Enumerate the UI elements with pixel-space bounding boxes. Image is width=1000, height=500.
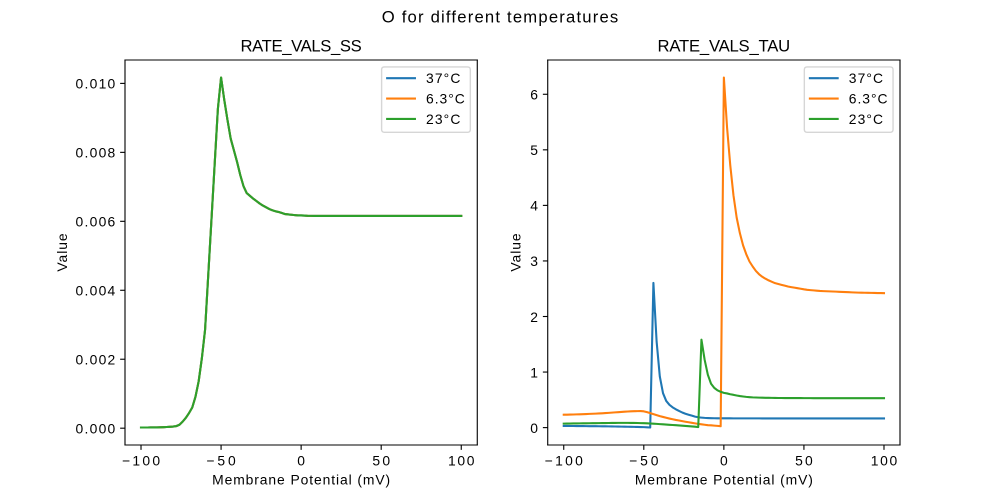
svg-text:Membrane Potential (mV): Membrane Potential (mV)	[635, 471, 813, 487]
svg-text:O for different temperatures: O for different temperatures	[382, 8, 619, 27]
svg-text:100: 100	[448, 452, 475, 468]
svg-text:1: 1	[530, 364, 538, 380]
svg-text:23°C: 23°C	[849, 111, 883, 127]
svg-text:RATE_VALS_SS: RATE_VALS_SS	[241, 37, 362, 56]
svg-text:50: 50	[372, 452, 390, 468]
svg-text:23°C: 23°C	[426, 111, 460, 127]
svg-text:6.3°C: 6.3°C	[426, 90, 465, 106]
svg-text:Value: Value	[54, 233, 70, 271]
svg-text:RATE_VALS_TAU: RATE_VALS_TAU	[658, 37, 791, 56]
svg-text:0.010: 0.010	[76, 76, 116, 92]
svg-text:5: 5	[530, 142, 538, 158]
svg-text:2: 2	[530, 309, 538, 325]
svg-text:0.004: 0.004	[76, 283, 116, 299]
svg-text:0: 0	[720, 452, 728, 468]
svg-text:37°C: 37°C	[426, 70, 460, 86]
svg-text:6.3°C: 6.3°C	[849, 90, 888, 106]
svg-text:Membrane Potential (mV): Membrane Potential (mV)	[212, 471, 390, 487]
svg-text:0.006: 0.006	[76, 214, 116, 230]
svg-text:Value: Value	[508, 233, 524, 271]
svg-text:0.000: 0.000	[76, 420, 116, 436]
svg-text:6: 6	[530, 87, 538, 103]
svg-text:−50: −50	[206, 452, 236, 468]
svg-text:0.008: 0.008	[76, 145, 116, 161]
svg-text:50: 50	[795, 452, 813, 468]
svg-text:0: 0	[530, 420, 538, 436]
svg-text:0: 0	[297, 452, 305, 468]
svg-text:−50: −50	[629, 452, 659, 468]
svg-text:37°C: 37°C	[849, 70, 883, 86]
svg-text:100: 100	[871, 452, 898, 468]
svg-text:0.002: 0.002	[76, 352, 116, 368]
svg-text:3: 3	[530, 253, 538, 269]
svg-text:4: 4	[530, 198, 538, 214]
